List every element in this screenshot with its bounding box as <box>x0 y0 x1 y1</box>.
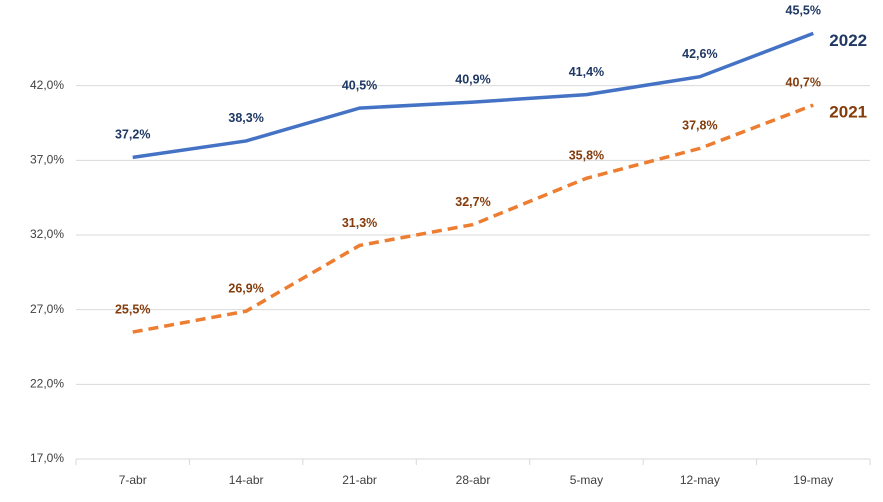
x-tick-label: 19-may <box>793 473 833 487</box>
data-label: 40,9% <box>455 72 490 86</box>
y-tick-label: 32,0% <box>30 227 64 241</box>
series-name: 2021 <box>829 103 867 122</box>
data-label: 32,7% <box>455 195 490 209</box>
y-tick-label: 17,0% <box>30 451 64 465</box>
data-label: 40,7% <box>786 75 821 89</box>
x-tick-label: 21-abr <box>342 473 377 487</box>
x-tick-label: 7-abr <box>119 473 147 487</box>
x-tick-label: 12-may <box>680 473 720 487</box>
x-tick-label: 28-abr <box>456 473 491 487</box>
series-line <box>132 103 814 334</box>
x-tick-label: 5-may <box>570 473 603 487</box>
y-tick-label: 42,0% <box>30 78 64 92</box>
series-line <box>132 31 814 160</box>
data-label: 38,3% <box>228 111 263 125</box>
data-label: 37,8% <box>682 119 717 133</box>
data-label: 26,9% <box>228 281 263 295</box>
y-tick-label: 22,0% <box>30 377 64 391</box>
x-tick-label: 14-abr <box>229 473 264 487</box>
y-tick-label: 37,0% <box>30 153 64 167</box>
data-label: 41,4% <box>569 65 604 79</box>
data-label: 31,3% <box>342 216 377 230</box>
series-name: 2022 <box>829 31 867 50</box>
data-label: 45,5% <box>786 4 821 18</box>
data-label: 37,2% <box>115 128 150 142</box>
y-tick-label: 27,0% <box>30 302 64 316</box>
data-label: 40,5% <box>342 78 377 92</box>
data-label: 42,6% <box>682 47 717 61</box>
data-label: 35,8% <box>569 149 604 163</box>
data-label: 25,5% <box>115 302 150 316</box>
